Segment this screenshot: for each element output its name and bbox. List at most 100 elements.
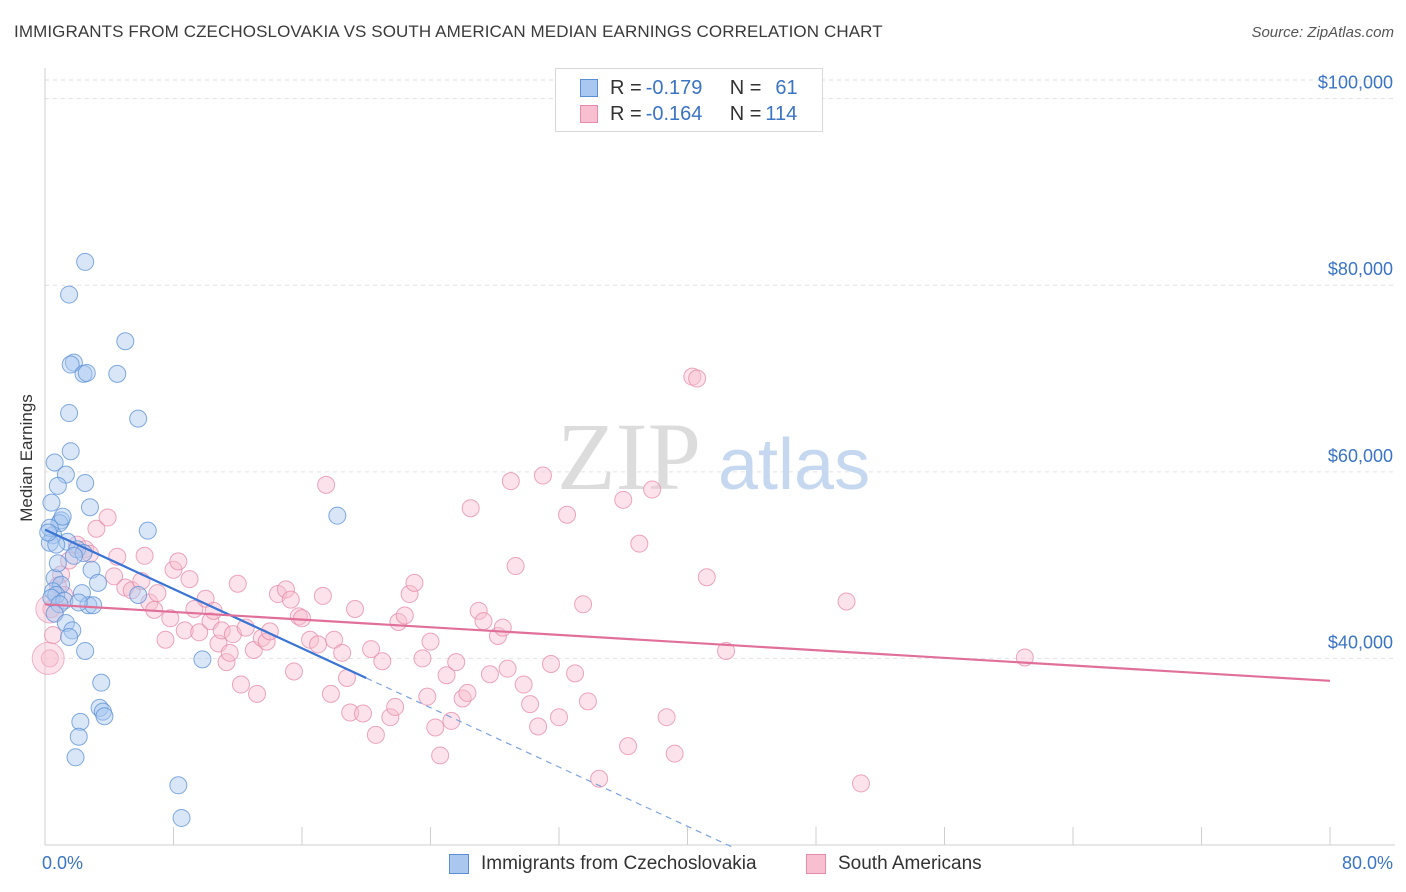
point-czechoslovakia [77,363,96,382]
point-south-americans [590,769,609,788]
point-south-americans [498,659,517,678]
point-south-americans [220,643,239,662]
point-south-americans [135,546,154,565]
point-south-americans [469,601,488,620]
point-south-americans [405,573,424,592]
point-south-americans [122,581,141,600]
series-czechoslovakia [39,252,347,827]
point-south-americans [851,774,870,793]
legend-n-value: 61 [775,76,798,99]
point-south-americans [346,599,365,618]
legend-row-czechoslovakia: R = -0.179 N = 61 [580,75,798,101]
bottom-legend-swatch-pink [806,854,826,874]
point-south-americans [665,744,684,763]
source-label: Source: ZipAtlas.com [1251,24,1394,41]
point-south-americans [453,689,472,708]
trend-line-south-americans [44,603,1331,682]
point-czechoslovakia [76,474,95,493]
point-south-americans [421,632,440,651]
point-south-americans [447,653,466,672]
point-czechoslovakia [95,707,114,726]
point-south-americans [395,606,414,625]
point-south-americans [630,534,649,553]
point-south-americans [276,580,295,599]
point-czechoslovakia [66,748,85,767]
watermark-zip: ZIP [557,403,701,510]
point-czechoslovakia [138,521,157,540]
point-south-americans [400,585,419,604]
point-czechoslovakia [60,627,79,646]
point-czechoslovakia [39,523,58,542]
point-czechoslovakia [82,560,101,579]
point-south-americans [175,621,194,640]
point-czechoslovakia [61,442,80,461]
legend-r-label: R = [610,102,642,125]
legend-row-south-americans: R = -0.164 N = 114 [580,101,797,127]
legend-r-value: -0.179 [645,76,703,99]
point-south-americans [837,592,856,611]
point-south-americans [325,630,344,649]
point-czechoslovakia [129,409,148,428]
point-south-americans [619,737,638,756]
point-south-americans [521,695,540,714]
point-south-americans [231,675,250,694]
point-south-americans [578,692,597,711]
legend-r-value: -0.164 [645,102,703,125]
point-czechoslovakia [84,596,103,615]
point-czechoslovakia [76,641,95,660]
point-south-americans [426,718,445,737]
y-axis-label: Median Earnings [17,394,36,522]
point-south-americans [697,568,716,587]
point-czechoslovakia [64,546,83,565]
point-south-americans [413,649,432,668]
point-czechoslovakia [69,727,88,746]
bottom-legend-south-americans: South Americans [806,851,982,877]
series-south-americans [31,367,1034,793]
bottom-legend-swatch-blue [449,854,469,874]
point-czechoslovakia [56,613,75,632]
point-south-americans [431,746,450,765]
bottom-legend-czechoslovakia: Immigrants from Czechoslovakia [449,851,757,877]
point-south-americans-large [31,641,65,675]
point-czechoslovakia [129,585,148,604]
point-south-americans [373,652,392,671]
point-south-americans [366,725,385,744]
point-south-americans [362,640,381,659]
point-south-americans [643,480,662,499]
point-south-americans [284,662,303,681]
watermark-atlas: atlas [718,425,870,505]
x-tick-label-end: 80.0% [1342,853,1393,873]
legend-swatch-blue [580,79,598,97]
trend-line-czechoslovakia-extension [365,677,736,850]
point-czechoslovakia [328,506,347,525]
point-south-americans [506,557,525,576]
point-south-americans [169,552,188,571]
point-south-americans [437,666,456,685]
x-tick-label-start: 0.0% [42,853,83,873]
point-czechoslovakia [116,332,135,351]
point-south-americans [688,369,707,388]
point-south-americans [161,609,180,628]
point-south-americans [480,665,499,684]
x-tick-labels: 0.0% 80.0% [42,853,1393,873]
point-south-americans [418,687,437,706]
point-south-americans [541,655,560,674]
point-south-americans [341,703,360,722]
point-czechoslovakia [92,673,111,692]
point-czechoslovakia [48,554,67,573]
point-south-americans [212,621,231,640]
y-tick-label: $80,000 [1328,259,1393,279]
point-czechoslovakia [108,364,127,383]
point-south-americans [458,683,477,702]
point-south-americans [321,684,340,703]
point-south-americans [386,697,405,716]
point-south-americans [98,508,117,527]
point-south-americans [105,567,124,586]
point-czechoslovakia [48,476,67,495]
grid-lines [45,79,1395,659]
point-south-americans [44,626,63,645]
point-south-americans [501,472,520,491]
point-south-americans [566,664,585,683]
point-czechoslovakia [169,776,188,795]
